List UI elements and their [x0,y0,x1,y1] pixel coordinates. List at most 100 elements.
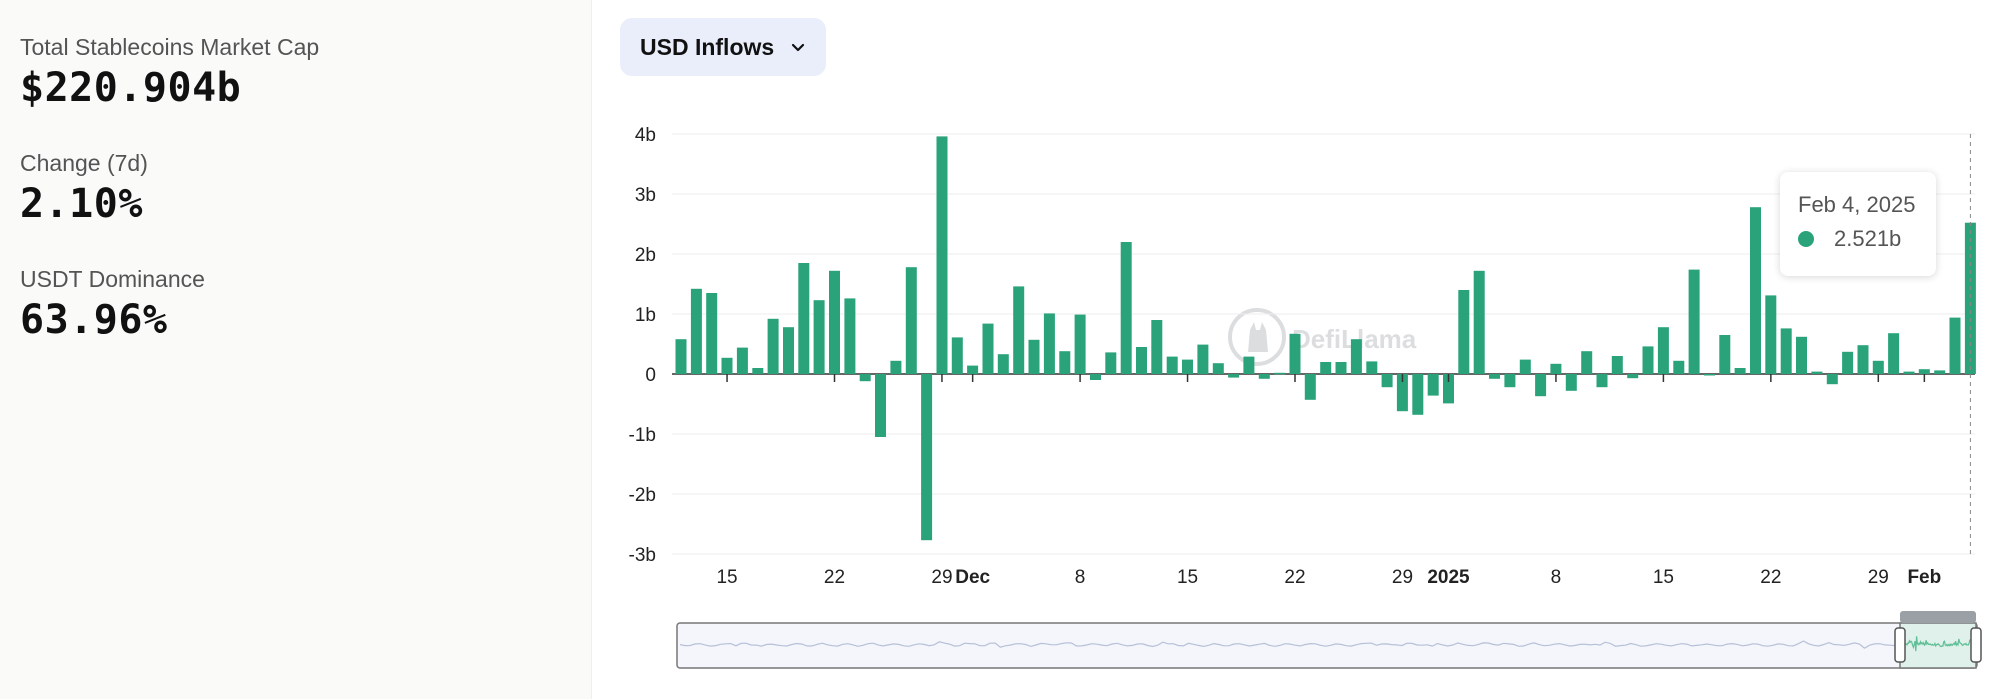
chart-tooltip: Feb 4, 2025 2.521b [1780,172,1936,276]
bar-14[interactable] [890,360,902,374]
bar-32[interactable] [1166,356,1178,374]
bar-3[interactable] [721,357,733,374]
chart-type-dropdown[interactable]: USD Inflows [620,18,826,76]
bar-16[interactable] [921,374,933,541]
bar-31[interactable] [1151,320,1163,374]
brush-selection[interactable] [1899,622,1977,669]
bar-26[interactable] [1074,314,1086,374]
bar-22[interactable] [1013,286,1025,374]
bar-78[interactable] [1872,360,1884,374]
bar-36[interactable] [1228,374,1240,378]
bar-19[interactable] [967,365,979,374]
bar-33[interactable] [1182,359,1193,374]
bar-34[interactable] [1197,344,1209,374]
bar-71[interactable] [1765,295,1777,374]
bar-83[interactable] [1949,317,1961,374]
bar-52[interactable] [1473,270,1485,374]
bar-69[interactable] [1734,368,1746,374]
bar-40[interactable] [1289,333,1301,374]
bar-37[interactable] [1243,356,1255,374]
bar-46[interactable] [1381,374,1393,388]
bar-53[interactable] [1489,374,1500,379]
bar-67[interactable] [1704,374,1715,376]
bar-56[interactable] [1535,374,1547,397]
bar-76[interactable] [1842,351,1854,374]
bar-65[interactable] [1673,360,1685,374]
bar-25[interactable] [1059,351,1071,374]
bar-35[interactable] [1212,363,1224,374]
bar-15[interactable] [905,267,917,374]
bar-77[interactable] [1857,345,1869,374]
bar-6[interactable] [767,318,779,374]
bar-17[interactable] [936,136,948,374]
bar-48[interactable] [1412,374,1424,415]
bar-18[interactable] [951,337,963,374]
x-tick-label: 15 [1653,567,1674,588]
bar-80[interactable] [1903,371,1915,374]
brush-drag-handle[interactable] [1900,611,1976,623]
bar-5[interactable] [752,368,764,374]
bar-1[interactable] [690,288,702,374]
bar-62[interactable] [1627,374,1639,379]
bar-7[interactable] [783,327,794,374]
bar-58[interactable] [1565,374,1577,391]
bar-55[interactable] [1519,359,1531,374]
bar-61[interactable] [1611,356,1623,374]
range-brush[interactable] [676,611,1982,669]
bar-series [675,136,1976,541]
bar-82[interactable] [1934,370,1946,374]
bar-75[interactable] [1826,374,1838,385]
bar-21[interactable] [997,354,1009,374]
bar-47[interactable] [1396,374,1408,412]
x-tick-label: 15 [716,567,737,588]
bar-70[interactable] [1750,207,1761,374]
x-tick-label: 15 [1177,567,1198,588]
bar-84[interactable] [1964,222,1976,374]
change-7d-label: Change (7d) [20,150,148,176]
bar-59[interactable] [1581,351,1593,374]
bar-50[interactable] [1443,374,1454,404]
bar-11[interactable] [844,298,856,374]
bar-72[interactable] [1780,328,1792,374]
bar-60[interactable] [1596,374,1608,388]
bar-64[interactable] [1657,327,1669,374]
bar-43[interactable] [1335,362,1347,374]
bar-79[interactable] [1888,333,1900,374]
bar-23[interactable] [1028,339,1040,374]
bar-73[interactable] [1796,336,1807,374]
bar-20[interactable] [982,323,994,374]
bar-12[interactable] [859,374,871,382]
brush-left-handle[interactable] [1894,627,1906,663]
bar-68[interactable] [1719,335,1731,374]
bar-42[interactable] [1320,362,1332,374]
bar-44[interactable] [1350,339,1362,374]
bar-4[interactable] [736,347,748,374]
bar-30[interactable] [1136,347,1147,374]
bar-9[interactable] [813,300,825,374]
bar-38[interactable] [1258,374,1270,379]
bar-74[interactable] [1811,371,1823,374]
bar-24[interactable] [1043,313,1055,374]
bar-51[interactable] [1458,290,1470,374]
bar-63[interactable] [1642,346,1654,374]
bar-8[interactable] [798,263,810,374]
bar-49[interactable] [1427,374,1439,396]
bar-54[interactable] [1504,374,1516,388]
bar-27[interactable] [1090,374,1101,380]
bar-0[interactable] [675,339,687,374]
bar-45[interactable] [1366,361,1378,374]
bar-41[interactable] [1304,374,1316,400]
bar-39[interactable] [1274,372,1286,375]
bar-2[interactable] [706,293,718,374]
tooltip-date: Feb 4, 2025 [1798,192,1916,217]
x-tick-label: Feb [1907,567,1941,588]
bar-28[interactable] [1105,352,1117,374]
bar-57[interactable] [1550,363,1562,374]
brush-right-handle[interactable] [1970,627,1982,663]
bar-29[interactable] [1120,242,1132,374]
bar-81[interactable] [1918,369,1930,374]
bar-13[interactable] [875,374,886,437]
bar-66[interactable] [1688,269,1700,374]
y-tick-label: 1b [635,305,656,326]
bar-10[interactable] [829,270,840,374]
